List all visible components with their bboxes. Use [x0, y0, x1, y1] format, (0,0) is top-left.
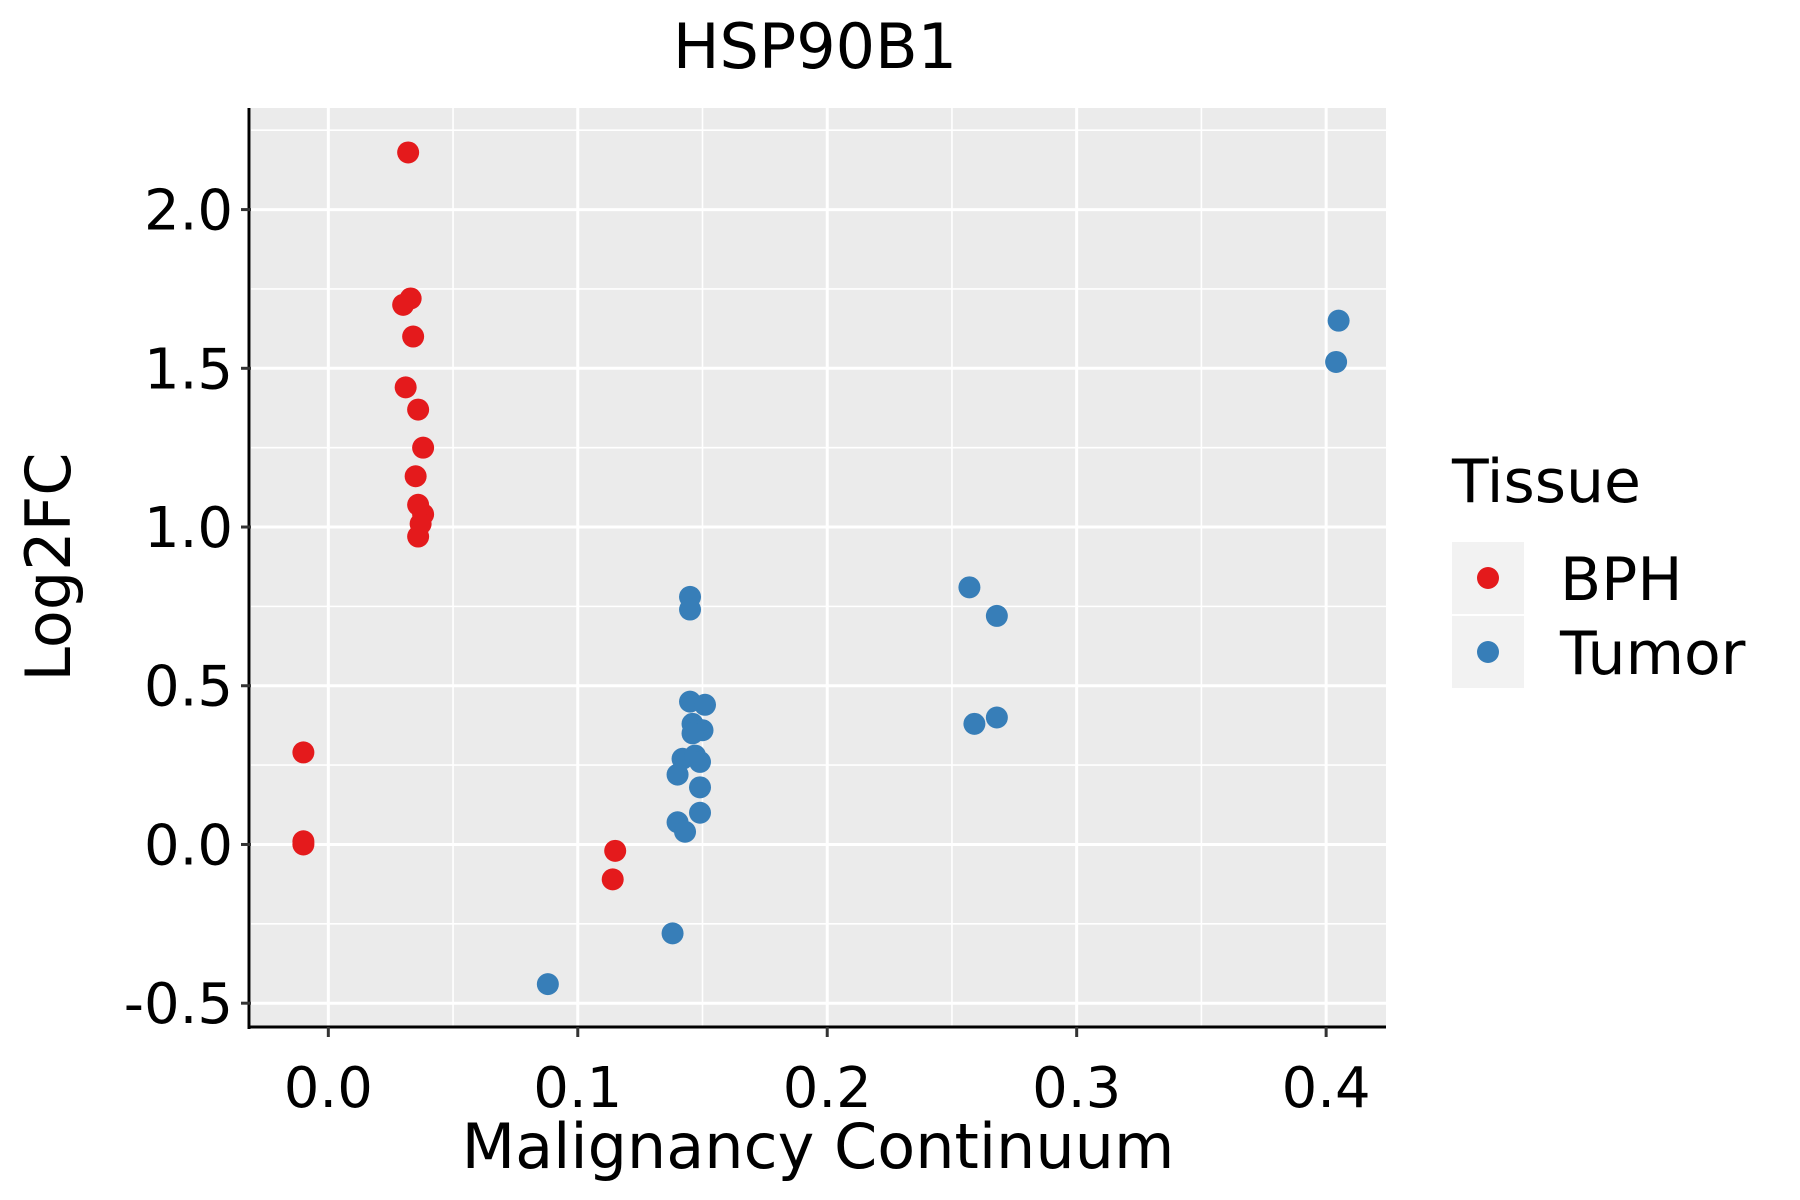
data-point-bph	[601, 868, 624, 891]
data-point-tumor	[674, 820, 697, 843]
grid-minor	[251, 108, 1386, 1027]
y-tick-label: 2.0	[144, 179, 233, 244]
data-point-tumor	[689, 750, 712, 773]
plot-panel	[251, 108, 1386, 1027]
y-tick-label: 0.0	[144, 813, 233, 878]
legend-key-bph	[1477, 567, 1499, 589]
data-point-bph	[292, 741, 315, 764]
data-point-tumor	[679, 598, 702, 621]
data-point-tumor	[1325, 350, 1348, 373]
data-point-tumor	[666, 763, 689, 786]
x-tick-label: 0.3	[1032, 1056, 1121, 1121]
data-point-tumor	[661, 922, 684, 945]
x-axis-title: Malignancy Continuum	[462, 1110, 1175, 1183]
data-point-bph	[292, 833, 315, 856]
data-point-tumor	[536, 973, 559, 996]
x-tick-label: 0.4	[1282, 1056, 1371, 1121]
data-point-bph	[397, 141, 420, 164]
legend-label-tumor: Tumor	[1559, 619, 1746, 689]
data-point-bph	[394, 376, 417, 399]
data-point-tumor	[689, 776, 712, 799]
data-point-tumor	[1327, 309, 1350, 332]
data-point-tumor	[963, 712, 986, 735]
y-axis-ticks: -0.5 0.0 0.5 1.0 1.5 2.0	[124, 179, 251, 1037]
data-point-bph	[604, 839, 627, 862]
x-tick-label: 0.1	[533, 1056, 622, 1121]
data-point-tumor	[985, 604, 1008, 627]
y-tick-label: 1.5	[144, 337, 233, 402]
legend-title: Tissue	[1451, 447, 1641, 517]
legend-label-bph: BPH	[1560, 545, 1682, 615]
data-point-tumor	[694, 693, 716, 716]
y-axis-title: Log2FC	[12, 452, 85, 681]
data-point-tumor	[689, 801, 712, 824]
data-point-tumor	[958, 576, 981, 599]
data-point-bph	[412, 436, 435, 459]
data-point-bph	[407, 398, 430, 421]
legend: Tissue BPH Tumor	[1451, 447, 1746, 689]
y-tick-label: 1.0	[144, 496, 233, 561]
y-tick-label: -0.5	[124, 972, 233, 1037]
y-tick-label: 0.5	[144, 655, 233, 720]
data-point-bph	[404, 465, 427, 488]
data-point-bph	[407, 525, 430, 548]
x-axis-ticks: 0.0 0.1 0.2 0.3 0.4	[284, 1027, 1371, 1121]
data-point-tumor	[985, 706, 1008, 729]
x-tick-label: 0.2	[783, 1056, 872, 1121]
data-point-tumor	[681, 722, 704, 745]
legend-key-tumor	[1477, 641, 1499, 663]
grid-major	[251, 108, 1386, 1027]
data-points	[292, 141, 1350, 996]
x-tick-label: 0.0	[284, 1056, 373, 1121]
data-point-bph	[402, 325, 425, 348]
data-point-bph	[392, 293, 415, 316]
chart-title: HSP90B1	[673, 10, 957, 83]
